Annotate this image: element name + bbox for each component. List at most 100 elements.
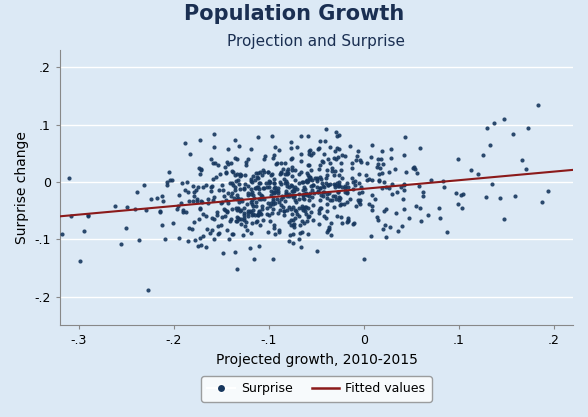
Point [288,192,297,199]
Point [117,240,126,247]
Point [280,160,289,166]
Point [258,193,267,200]
Point [315,137,325,144]
Point [392,188,402,195]
Point [298,192,308,198]
Point [337,151,346,158]
Point [111,202,120,209]
Legend: Surprise, Fitted values: Surprise, Fitted values [201,376,432,402]
Point [220,163,229,170]
Point [233,177,243,183]
Point [229,168,238,175]
Point [298,195,308,202]
Point [322,172,332,178]
Point [198,183,208,190]
Point [228,230,237,237]
Point [355,171,364,178]
Point [304,173,313,180]
Point [342,219,352,226]
Point [232,171,242,178]
Point [265,211,274,218]
Point [202,182,211,189]
Point [209,131,219,138]
Point [223,190,232,197]
Point [288,154,297,161]
Point [263,211,272,218]
Point [351,203,360,209]
Point [321,179,330,186]
Point [326,220,335,226]
Point [300,186,310,192]
Point [308,201,318,208]
Point [255,208,264,215]
Point [279,208,288,214]
Point [304,204,313,211]
Point [317,158,326,164]
Point [276,160,286,166]
Point [217,200,226,206]
Point [250,195,259,201]
Point [191,236,200,243]
Point [64,174,74,181]
Point [168,220,178,226]
Point [233,214,242,221]
Point [158,198,168,204]
Point [217,182,226,188]
Point [327,167,336,174]
Point [302,179,312,186]
Point [143,287,153,294]
Point [521,166,530,172]
Point [210,160,219,167]
Point [330,192,339,199]
Point [315,145,324,152]
Point [288,163,297,170]
Point [238,231,248,238]
Point [269,180,279,186]
Point [188,225,197,232]
Point [266,200,276,206]
Point [279,166,288,173]
Point [302,190,311,197]
Point [289,192,299,199]
Point [262,184,272,191]
Point [246,186,256,193]
Point [286,222,296,229]
Point [489,120,499,126]
Point [356,159,366,166]
Point [376,155,386,162]
Point [219,206,229,213]
Point [295,171,304,178]
Point [175,192,184,198]
Point [482,125,492,132]
Point [214,230,223,237]
Point [416,218,426,224]
Point [466,166,476,173]
Point [340,189,349,196]
Point [284,184,293,191]
Point [457,204,466,211]
Point [220,213,230,219]
Point [318,158,328,165]
Point [451,190,460,196]
Point [354,190,363,196]
Point [239,204,248,211]
Point [486,141,495,148]
Point [195,235,205,241]
Point [254,190,263,196]
Point [208,176,218,182]
Point [222,227,232,234]
Point [135,236,144,243]
Title: Projection and Surprise: Projection and Surprise [228,34,406,49]
Point [242,158,251,165]
Point [282,171,292,178]
Point [268,198,278,205]
Point [296,132,306,139]
Point [274,229,283,235]
Point [305,190,315,196]
Point [247,220,256,226]
Point [254,243,263,250]
Point [333,189,343,196]
Point [330,168,339,174]
Point [367,153,376,160]
Point [322,214,331,221]
